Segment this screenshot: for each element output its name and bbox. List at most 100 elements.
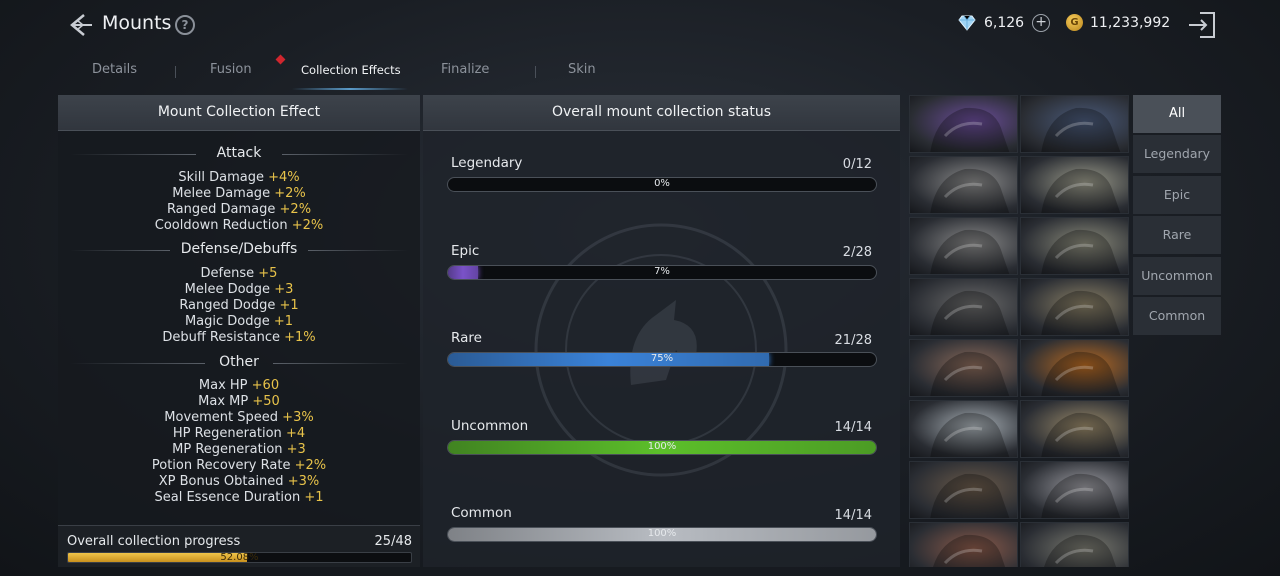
- rarity-percent: 0%: [654, 178, 670, 189]
- mount-portrait[interactable]: [1020, 400, 1129, 458]
- effect-row: Defense +5: [200, 266, 278, 281]
- filter-legendary[interactable]: Legendary: [1133, 135, 1221, 174]
- mount-portrait[interactable]: [1020, 461, 1129, 519]
- effect-row: Ranged Dodge +1: [179, 298, 299, 313]
- rarity-bar: 100%: [447, 527, 877, 542]
- effect-row: Magic Dodge +1: [184, 314, 294, 329]
- rarity-name: Rare: [451, 330, 482, 346]
- rarity-count: 21/28: [834, 333, 872, 348]
- tab-details[interactable]: Details: [92, 62, 138, 77]
- tab-divider: [175, 66, 176, 78]
- exit-icon[interactable]: [1186, 9, 1218, 41]
- filter-all[interactable]: All: [1133, 95, 1221, 133]
- effect-row: Potion Recovery Rate +2%: [151, 458, 327, 473]
- diamond-currency: 6,126 +: [958, 14, 1051, 32]
- panel-title: Overall mount collection status: [423, 95, 900, 131]
- rarity-fill: [448, 353, 769, 366]
- effect-row: Melee Dodge +3: [184, 282, 294, 297]
- rarity-name: Uncommon: [451, 418, 529, 434]
- effect-row: Melee Damage +2%: [172, 186, 306, 201]
- mount-portrait[interactable]: [909, 339, 1018, 397]
- filter-common[interactable]: Common: [1133, 296, 1221, 335]
- rarity-name: Epic: [451, 243, 480, 259]
- mount-portrait[interactable]: [909, 217, 1018, 275]
- section-divider: [70, 154, 196, 155]
- section-divider: [70, 250, 170, 251]
- mount-portrait[interactable]: [909, 278, 1018, 336]
- mount-portrait[interactable]: [909, 522, 1018, 567]
- tab-skin[interactable]: Skin: [568, 62, 596, 77]
- tab-divider: [535, 66, 536, 78]
- tab-fusion[interactable]: Fusion: [210, 62, 252, 77]
- effect-row: Movement Speed +3%: [164, 410, 314, 425]
- section-divider: [282, 154, 408, 155]
- section-divider: [70, 363, 205, 364]
- panel-title: Mount Collection Effect: [58, 95, 420, 131]
- page-title: Mounts: [102, 12, 172, 34]
- rarity-count: 14/14: [834, 508, 872, 523]
- rarity-fill: [448, 266, 478, 279]
- rarity-fill: [448, 441, 876, 454]
- back-arrow-icon[interactable]: [64, 10, 94, 40]
- notification-dot: [275, 54, 286, 65]
- collection-status-panel: Overall mount collection status Legendar…: [423, 95, 900, 567]
- mount-portrait[interactable]: [909, 461, 1018, 519]
- rarity-count: 14/14: [834, 420, 872, 435]
- mount-portrait[interactable]: [1020, 95, 1129, 153]
- filter-rare[interactable]: Rare: [1133, 216, 1221, 255]
- rarity-bar: 0%: [447, 177, 877, 192]
- section-title-other: Other: [219, 354, 259, 370]
- rarity-bar: 75%: [447, 352, 877, 367]
- section-divider: [273, 363, 408, 364]
- active-tab-indicator: [292, 88, 408, 90]
- section-title-attack: Attack: [216, 145, 262, 161]
- progress-label: Overall collection progress: [67, 534, 241, 549]
- rarity-fill: [448, 528, 876, 541]
- rarity-filter: All Legendary Epic Rare Uncommon Common: [1133, 95, 1221, 337]
- help-icon[interactable]: ?: [175, 15, 195, 35]
- effect-row: HP Regeneration +4: [172, 426, 306, 441]
- effect-row: MP Regeneration +3: [172, 442, 306, 457]
- rarity-count: 0/12: [842, 157, 872, 172]
- rarity-percent: 7%: [654, 266, 670, 277]
- diamond-icon: [958, 15, 976, 31]
- overall-progress: Overall collection progress 25/48 52.08%: [58, 525, 420, 567]
- effect-row: XP Bonus Obtained +3%: [158, 474, 320, 489]
- mount-portrait[interactable]: [1020, 217, 1129, 275]
- rarity-name: Legendary: [451, 155, 523, 171]
- effect-row: Max MP +50: [198, 394, 280, 409]
- rarity-name: Common: [451, 505, 512, 521]
- effect-row: Debuff Resistance +1%: [162, 330, 316, 345]
- tab-bar: Details Fusion Collection Effects Finali…: [60, 52, 640, 90]
- rarity-bar: 100%: [447, 440, 877, 455]
- progress-fill: [68, 553, 247, 562]
- plus-icon[interactable]: +: [1032, 14, 1051, 32]
- mount-portrait[interactable]: [909, 95, 1018, 153]
- effect-row: Ranged Damage +2%: [166, 202, 312, 217]
- tab-finalize[interactable]: Finalize: [441, 62, 490, 77]
- mount-portrait[interactable]: [1020, 522, 1129, 567]
- diamond-amount: 6,126: [984, 15, 1025, 31]
- mount-grid: [909, 95, 1131, 567]
- effect-row: Seal Essence Duration +1: [154, 490, 324, 505]
- effect-row: Skill Damage +4%: [178, 170, 300, 185]
- mount-portrait[interactable]: [1020, 156, 1129, 214]
- progress-count: 25/48: [374, 534, 412, 549]
- tab-collection-effects[interactable]: Collection Effects: [301, 63, 401, 77]
- rarity-percent: 100%: [647, 441, 677, 452]
- effect-row: Max HP +60: [198, 378, 280, 393]
- mount-portrait[interactable]: [909, 156, 1018, 214]
- section-divider: [308, 250, 408, 251]
- section-title-defense: Defense/Debuffs: [180, 241, 298, 257]
- filter-uncommon[interactable]: Uncommon: [1133, 256, 1221, 295]
- mount-portrait[interactable]: [1020, 278, 1129, 336]
- mount-collection-effect-panel: Mount Collection Effect Attack Skill Dam…: [58, 95, 420, 567]
- gold-amount: 11,233,992: [1090, 14, 1171, 31]
- rarity-count: 2/28: [842, 245, 872, 260]
- filter-epic[interactable]: Epic: [1133, 175, 1221, 214]
- progress-percent: 52.08%: [220, 552, 259, 563]
- mount-portrait[interactable]: [1020, 339, 1129, 397]
- effect-row: Cooldown Reduction +2%: [154, 218, 324, 233]
- progress-bar: 52.08%: [67, 552, 412, 563]
- mount-portrait[interactable]: [909, 400, 1018, 458]
